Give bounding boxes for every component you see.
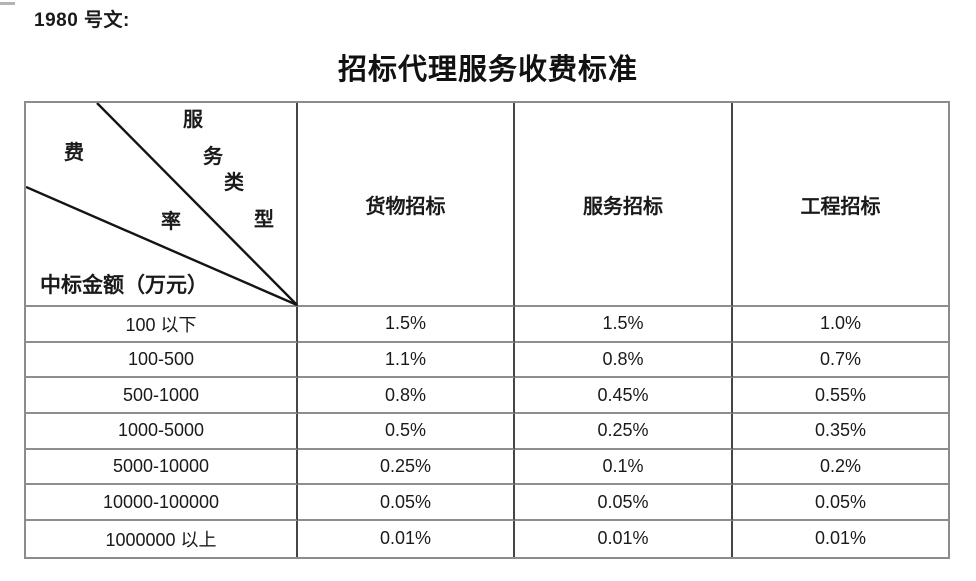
rate-cell: 0.35% xyxy=(733,414,948,450)
page-corner-artifact xyxy=(0,2,15,5)
rate-cell: 0.8% xyxy=(298,378,515,415)
rate-cell: 0.01% xyxy=(814,528,867,549)
rate-cell: 0.05% xyxy=(515,485,733,522)
rate-cell: 0.25% xyxy=(515,414,733,450)
row-range-label: 10000-100000 xyxy=(26,485,298,522)
rate-cell: 0.25% xyxy=(298,449,515,486)
row-range-label: 1000000 以上 xyxy=(26,521,298,557)
row-axis-label: 中标金额（万元） xyxy=(40,273,208,297)
page-title: 招标代理服务收费标准 xyxy=(337,54,638,86)
rate-cell: 1.0% xyxy=(733,307,948,343)
rate-cell: 0.01% xyxy=(298,521,515,557)
rate-cell: 0.5% xyxy=(298,414,515,450)
rate-cell: 1.5% xyxy=(515,307,733,343)
row-range-label: 5000-10000 xyxy=(26,449,298,486)
rate-cell: 0.55% xyxy=(733,378,948,415)
document-number-label: 1980 号文: xyxy=(34,10,130,31)
rate-cell: 0.2% xyxy=(733,450,948,486)
rate-cell: 0.8% xyxy=(515,342,733,379)
rate-cell: 1.5% xyxy=(298,307,515,343)
rate-cell: 0.05% xyxy=(298,485,515,522)
corner-label-fee-char-1: 费 xyxy=(64,142,84,164)
table-corner-header-cell: 费 率 服 务 类 型 中标金额（万元） xyxy=(26,103,298,307)
column-header-goods: 货物招标 xyxy=(298,103,515,307)
rate-cell: 0.05% xyxy=(733,485,948,522)
row-range-label: 500-1000 xyxy=(26,378,298,415)
rate-cell: 1.1% xyxy=(298,342,515,379)
corner-label-fee-char-2: 率 xyxy=(161,211,181,233)
column-header-service: 服务招标 xyxy=(515,103,733,307)
fee-standard-table: 费 率 服 务 类 型 中标金额（万元） 货物招标 服务招标 工程招标 100 … xyxy=(24,101,950,559)
row-range-label: 1000-5000 xyxy=(26,414,298,450)
corner-diagonal-lines xyxy=(26,103,298,306)
corner-label-service-char-4: 型 xyxy=(254,209,274,231)
row-range-label: 100-500 xyxy=(26,342,298,379)
column-header-engineering: 工程招标 xyxy=(733,103,948,307)
corner-label-service-char-3: 类 xyxy=(224,172,244,194)
corner-label-service-char-1: 服 xyxy=(183,109,203,131)
row-range-label: 100 以下 xyxy=(26,307,298,343)
rate-cell: 0.45% xyxy=(515,378,733,415)
rate-cell: 0.01% xyxy=(515,521,733,557)
rate-cell: 0.7% xyxy=(733,343,948,379)
rate-cell: 0.1% xyxy=(515,449,733,486)
corner-label-service-char-2: 务 xyxy=(203,146,223,168)
